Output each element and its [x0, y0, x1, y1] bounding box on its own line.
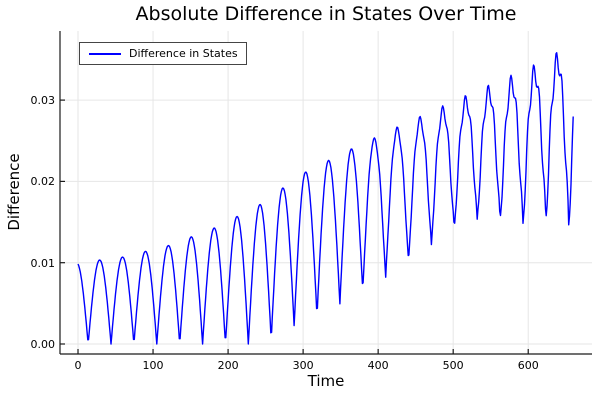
- y-tick-label: 0.03: [30, 94, 56, 108]
- x-axis-label: Time: [307, 372, 345, 390]
- x-tick-label: 0: [74, 359, 82, 372]
- x-tick-label: 300: [292, 359, 314, 372]
- y-tick-label: 0.00: [30, 338, 56, 351]
- x-tick-label: 200: [217, 359, 239, 372]
- series-line-difference-in-states: [77, 52, 574, 345]
- y-tick-label: 0.01: [30, 256, 56, 270]
- legend: Difference in States: [79, 42, 247, 65]
- legend-line-sample: [89, 52, 121, 55]
- x-tick-label: 400: [367, 359, 389, 372]
- x-tick-label: 600: [517, 359, 539, 372]
- y-tick-label: 0.02: [30, 175, 56, 189]
- chart-title: Absolute Difference in States Over Time: [135, 3, 517, 25]
- legend-label: Difference in States: [129, 47, 238, 60]
- x-tick-label: 100: [142, 359, 164, 372]
- x-tick-label: 500: [442, 359, 464, 372]
